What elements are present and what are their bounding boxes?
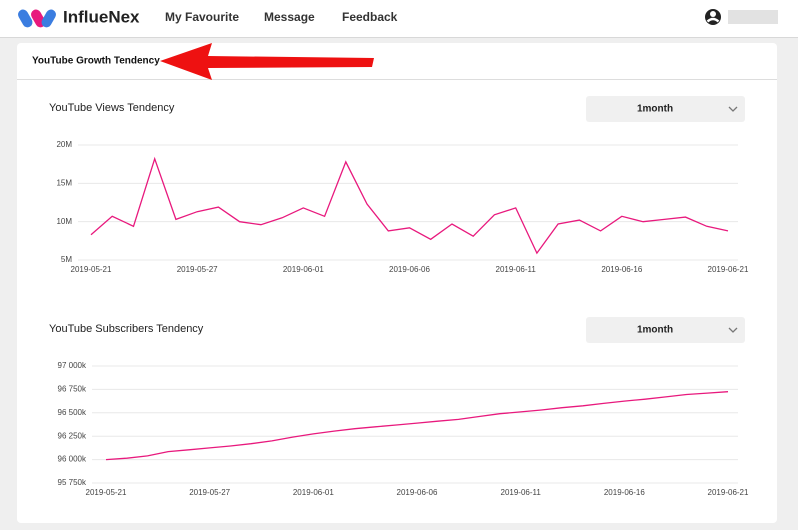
x-tick-label: 2019-06-16: [604, 488, 645, 497]
x-tick-label: 2019-05-21: [71, 265, 112, 274]
y-tick-label: 10M: [56, 217, 72, 226]
x-tick-label: 2019-06-16: [601, 265, 642, 274]
x-tick-label: 2019-05-21: [86, 488, 127, 497]
y-tick-label: 20M: [56, 140, 72, 149]
nav-link[interactable]: Message: [264, 10, 315, 24]
y-tick-label: 96 250k: [58, 431, 87, 440]
range-dropdown-label: 1month: [637, 325, 673, 336]
panel-title: YouTube Growth Tendency: [32, 56, 160, 67]
brand: InflueNex: [63, 7, 140, 26]
x-tick-label: 2019-06-01: [293, 488, 334, 497]
panel: [17, 43, 777, 523]
y-tick-label: 97 000k: [58, 361, 87, 370]
x-tick-label: 2019-05-27: [189, 488, 230, 497]
logo: [18, 9, 56, 28]
data-line: [90, 156, 729, 255]
chart-title: YouTube Views Tendency: [49, 102, 175, 114]
dropdown-chevron: [728, 106, 738, 112]
x-tick-label: 2019-06-21: [708, 265, 749, 274]
x-tick-label: 2019-06-06: [389, 265, 430, 274]
dropdown-chevron: [728, 327, 738, 333]
data-line: [105, 391, 729, 461]
x-tick-label: 2019-06-21: [708, 488, 749, 497]
y-tick-label: 96 000k: [58, 455, 87, 464]
y-tick-label: 96 750k: [58, 385, 87, 394]
x-tick-label: 2019-06-11: [501, 488, 542, 497]
nav-link[interactable]: Feedback: [342, 10, 398, 24]
nav-link[interactable]: My Favourite: [165, 10, 239, 24]
annotation-arrow: [160, 43, 374, 80]
x-tick-label: 2019-06-11: [496, 265, 537, 274]
chart-title: YouTube Subscribers Tendency: [49, 323, 204, 335]
y-tick-label: 5M: [61, 255, 72, 264]
range-dropdown-label: 1month: [637, 104, 673, 115]
x-tick-label: 2019-06-06: [397, 488, 438, 497]
range-dropdown[interactable]: [586, 317, 745, 343]
user-icon[interactable]: [705, 9, 721, 25]
y-tick-label: 95 750k: [58, 478, 87, 487]
navbar: [0, 0, 798, 37]
user-name-blurred: [728, 10, 778, 24]
x-tick-label: 2019-06-01: [283, 265, 324, 274]
y-tick-label: 15M: [56, 178, 72, 187]
range-dropdown[interactable]: [586, 96, 745, 122]
y-tick-label: 96 500k: [58, 408, 87, 417]
x-tick-label: 2019-05-27: [177, 265, 218, 274]
